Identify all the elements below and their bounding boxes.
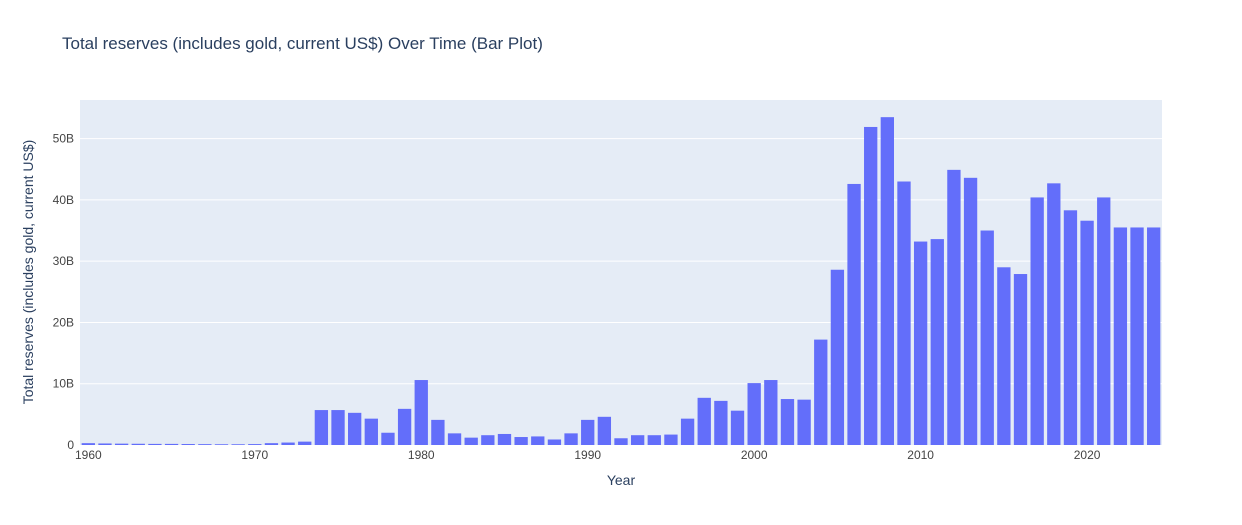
x-tick-label: 1990 [574,448,601,462]
bar [947,169,961,446]
bar [264,443,279,445]
bar [248,444,262,445]
bar [747,383,761,445]
bar [364,418,378,445]
bar [564,433,578,445]
bar [963,177,978,445]
bar [98,443,112,445]
x-tick-label: 2000 [741,448,768,462]
bar [214,444,229,445]
bar [814,339,828,445]
bar [980,230,994,445]
y-tick-label: 10B [53,377,74,391]
bar [331,410,345,445]
bar [697,397,711,445]
bar [864,126,878,446]
bar [1097,197,1111,445]
bar [131,443,145,445]
y-tick-label: 20B [53,315,74,329]
bar [381,432,395,445]
x-tick-label: 1980 [408,448,435,462]
bar [481,435,495,445]
bar [198,444,212,445]
chart-title: Total reserves (includes gold, current U… [62,34,543,53]
bar [447,433,462,445]
bar [164,443,179,445]
bar [714,400,728,445]
bar [497,433,512,445]
bar [1130,227,1144,445]
bar [597,416,612,445]
bar [664,434,678,445]
bar [314,410,329,445]
bar [847,183,861,445]
y-tick-label: 50B [53,132,74,146]
bar [647,435,661,445]
bar [531,436,545,445]
bar [680,418,695,445]
x-tick-label: 2010 [907,448,934,462]
y-tick-label: 40B [53,193,74,207]
bar [281,442,295,445]
bar [464,437,478,445]
bar [431,419,445,445]
bar [348,412,362,445]
bar [1013,274,1028,445]
bar [614,438,628,445]
bar [397,408,412,445]
bar [298,441,312,445]
x-axis-title: Year [606,472,636,488]
bar [1030,197,1044,445]
bar [514,437,528,445]
bar [913,241,928,445]
x-tick-label: 1960 [75,448,102,462]
bar [1113,227,1128,445]
bar [630,435,645,445]
y-axis-title: Total reserves (includes gold, current U… [20,139,36,405]
y-tick-label: 30B [53,254,74,268]
bar [764,380,778,445]
bar [730,410,745,445]
bar [1147,227,1161,445]
bar [1063,210,1078,445]
bar [930,239,944,445]
y-tick-label: 0 [67,438,74,452]
bar [880,117,894,445]
bar [830,269,845,445]
bar [114,443,129,445]
bar [414,380,428,445]
bar [547,439,562,445]
bar [231,444,245,445]
x-tick-label: 2020 [1074,448,1101,462]
bar [181,444,195,445]
bar [148,443,162,445]
bar [1047,183,1061,445]
bar [81,443,95,445]
bar [780,399,795,445]
bar [997,267,1011,445]
x-tick-label: 1970 [241,448,268,462]
bar [897,181,911,445]
bar [1080,220,1094,445]
bar [797,399,811,445]
bar [581,419,595,445]
